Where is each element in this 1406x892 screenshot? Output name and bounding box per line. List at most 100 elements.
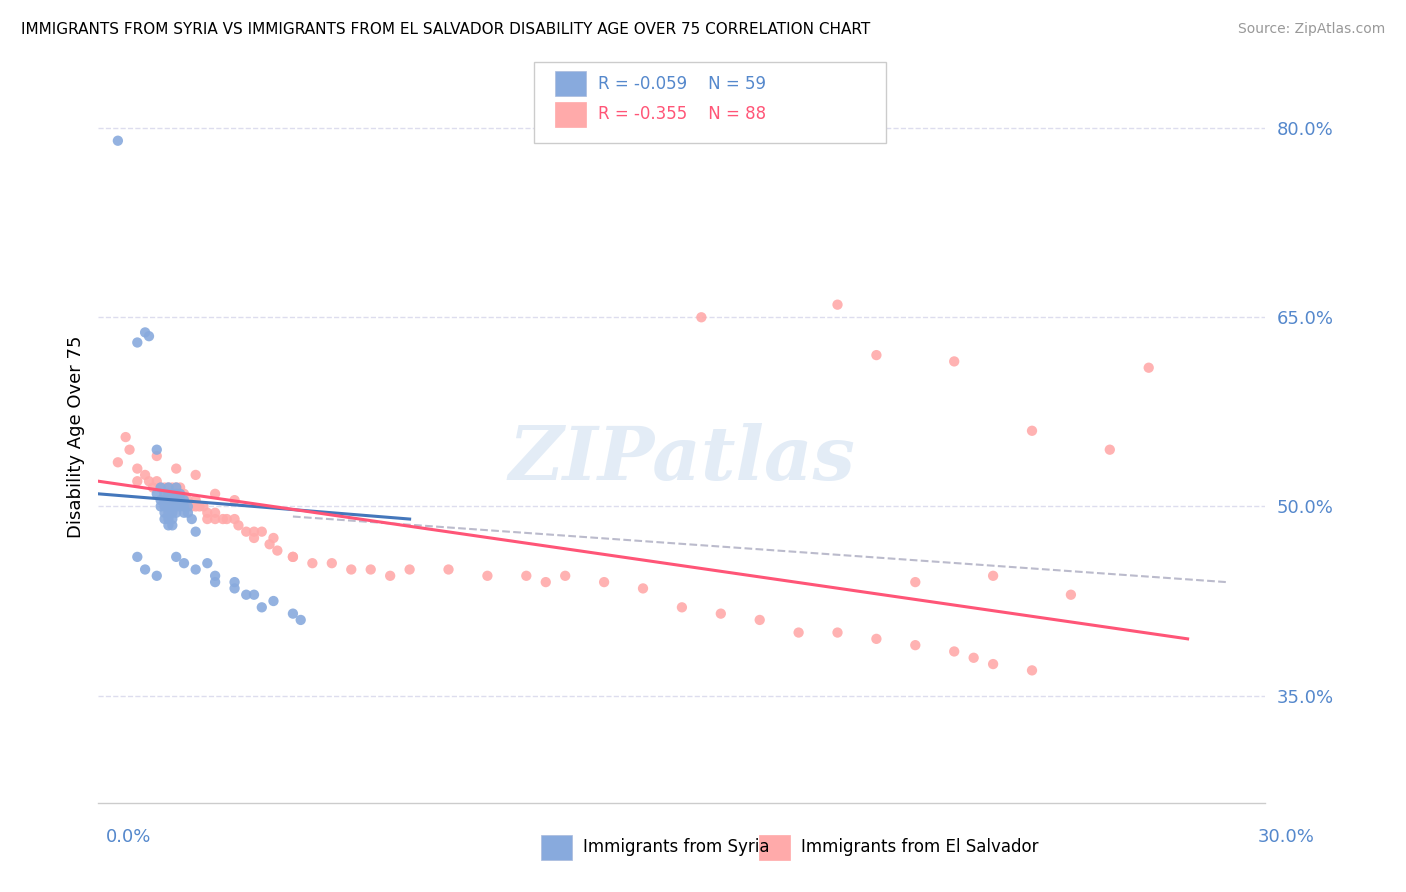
Point (1021, 424, 1043, 438)
Point (193, 500, 215, 514)
Point (157, 481, 180, 495)
Text: Source: ZipAtlas.com: Source: ZipAtlas.com (1237, 22, 1385, 37)
Point (165, 461, 187, 475)
Point (127, 335, 149, 350)
Point (184, 500, 207, 514)
Point (865, 348, 887, 362)
Text: 30.0%: 30.0% (1258, 828, 1315, 846)
Point (380, 569, 402, 583)
Point (827, 625, 849, 640)
Point (149, 500, 172, 514)
Point (134, 326, 156, 340)
Point (281, 549, 304, 564)
Point (157, 487, 180, 501)
Point (360, 562, 382, 576)
Point (173, 506, 195, 520)
Point (204, 487, 226, 501)
Point (962, 650, 984, 665)
Text: Immigrants from El Salvador: Immigrants from El Salvador (801, 838, 1039, 856)
Point (162, 512, 184, 526)
Text: IMMIGRANTS FROM SYRIA VS IMMIGRANTS FROM EL SALVADOR DISABILITY AGE OVER 75 CORR: IMMIGRANTS FROM SYRIA VS IMMIGRANTS FROM… (21, 22, 870, 37)
Point (173, 556, 195, 570)
Point (228, 518, 250, 533)
Point (710, 607, 733, 621)
Point (153, 512, 176, 526)
Point (134, 467, 156, 482)
Text: R = -0.355    N = 88: R = -0.355 N = 88 (598, 105, 766, 123)
Point (1137, 360, 1160, 375)
Text: ZIPatlas: ZIPatlas (509, 423, 855, 495)
Point (224, 575, 246, 590)
Point (127, 549, 149, 564)
Point (162, 500, 184, 514)
Point (204, 575, 226, 590)
Point (224, 582, 246, 596)
Point (748, 613, 770, 627)
Y-axis label: Disability Age Over 75: Disability Age Over 75 (66, 335, 84, 539)
Point (180, 500, 202, 514)
Point (787, 625, 810, 640)
Text: Immigrants from Syria: Immigrants from Syria (583, 838, 770, 856)
Point (177, 493, 200, 508)
Point (153, 500, 176, 514)
Text: R = -0.059    N = 59: R = -0.059 N = 59 (598, 75, 765, 93)
Point (184, 467, 207, 482)
Point (195, 556, 218, 570)
Point (904, 638, 927, 652)
Point (943, 644, 966, 658)
Point (138, 329, 160, 343)
Point (165, 506, 187, 520)
Point (235, 524, 257, 539)
Point (631, 582, 654, 596)
Point (243, 531, 266, 545)
Point (250, 600, 273, 615)
Point (138, 474, 160, 488)
Point (157, 506, 180, 520)
Point (146, 487, 169, 501)
Point (477, 569, 499, 583)
Point (157, 493, 180, 508)
Point (827, 298, 849, 312)
Point (169, 487, 191, 501)
Point (554, 569, 576, 583)
Point (162, 493, 184, 508)
Point (114, 430, 136, 444)
Point (195, 512, 218, 526)
Point (173, 500, 195, 514)
Point (180, 512, 202, 526)
Point (184, 524, 207, 539)
Point (107, 134, 129, 148)
Point (266, 543, 288, 558)
Point (165, 493, 187, 508)
Point (165, 549, 187, 564)
Point (153, 481, 176, 495)
Point (153, 493, 176, 508)
Point (243, 588, 266, 602)
Point (165, 481, 187, 495)
Point (177, 500, 200, 514)
Point (146, 442, 169, 457)
Point (981, 569, 1004, 583)
Point (169, 500, 191, 514)
Point (1060, 588, 1083, 602)
Point (157, 487, 180, 501)
Point (250, 524, 273, 539)
Point (340, 562, 363, 576)
Point (215, 512, 238, 526)
Point (301, 556, 323, 570)
Point (173, 493, 195, 508)
Point (173, 500, 195, 514)
Point (195, 506, 218, 520)
Point (146, 474, 169, 488)
Point (262, 531, 284, 545)
Point (1098, 442, 1121, 457)
Point (149, 493, 172, 508)
Point (204, 506, 226, 520)
Point (184, 562, 207, 576)
Point (165, 481, 187, 495)
Point (157, 512, 180, 526)
Point (224, 493, 246, 508)
Point (162, 481, 184, 495)
Point (173, 487, 195, 501)
Point (153, 506, 176, 520)
